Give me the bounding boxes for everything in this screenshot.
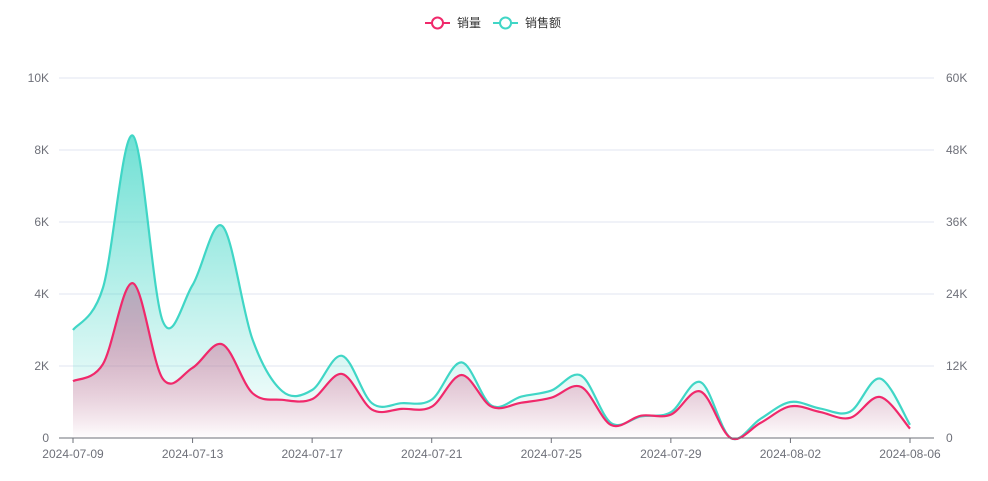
legend-label: 销售额 bbox=[525, 15, 561, 30]
y-right-tick-label: 60K bbox=[946, 71, 967, 85]
x-tick-label: 2024-07-29 bbox=[640, 447, 702, 461]
legend-item[interactable]: 销售额 bbox=[493, 15, 561, 30]
y-left-tick-label: 8K bbox=[34, 143, 49, 157]
y-left-tick-label: 10K bbox=[28, 71, 49, 85]
x-tick-label: 2024-07-13 bbox=[162, 447, 224, 461]
x-tick-label: 2024-07-17 bbox=[281, 447, 343, 461]
legend-label: 销量 bbox=[457, 16, 481, 30]
x-tick-label: 2024-08-02 bbox=[760, 447, 822, 461]
legend[interactable]: 销量 销售额 bbox=[425, 15, 561, 30]
legend-item[interactable]: 销量 bbox=[425, 16, 481, 30]
legend-marker bbox=[431, 16, 444, 30]
x-tick-label: 2024-07-21 bbox=[401, 447, 463, 461]
y-left-tick-label: 2K bbox=[34, 359, 49, 373]
line-qty bbox=[72, 282, 911, 441]
y-left-tick-label: 4K bbox=[34, 287, 49, 301]
axes: 0 0 2K 12K 4K 24K 6K 36K 8K 48K 10K 60K 2024-07-09 20… bbox=[28, 71, 968, 461]
x-tick-label: 2024-07-25 bbox=[521, 447, 583, 461]
y-left-tick-label: 6K bbox=[34, 215, 49, 229]
y-right-tick-label: 12K bbox=[946, 359, 967, 373]
y-right-tick-label: 0 bbox=[946, 431, 953, 445]
y-left-tick-label: 0 bbox=[42, 431, 49, 445]
y-right-tick-label: 24K bbox=[946, 287, 967, 301]
series-lines bbox=[72, 134, 911, 441]
y-right-tick-label: 36K bbox=[946, 215, 967, 229]
legend-marker bbox=[499, 16, 513, 30]
y-right-tick-label: 48K bbox=[946, 143, 967, 157]
x-tick-label: 2024-08-06 bbox=[879, 447, 941, 461]
line-sales bbox=[72, 134, 911, 441]
x-tick-label: 2024-07-09 bbox=[42, 447, 104, 461]
series-areas bbox=[73, 135, 910, 440]
